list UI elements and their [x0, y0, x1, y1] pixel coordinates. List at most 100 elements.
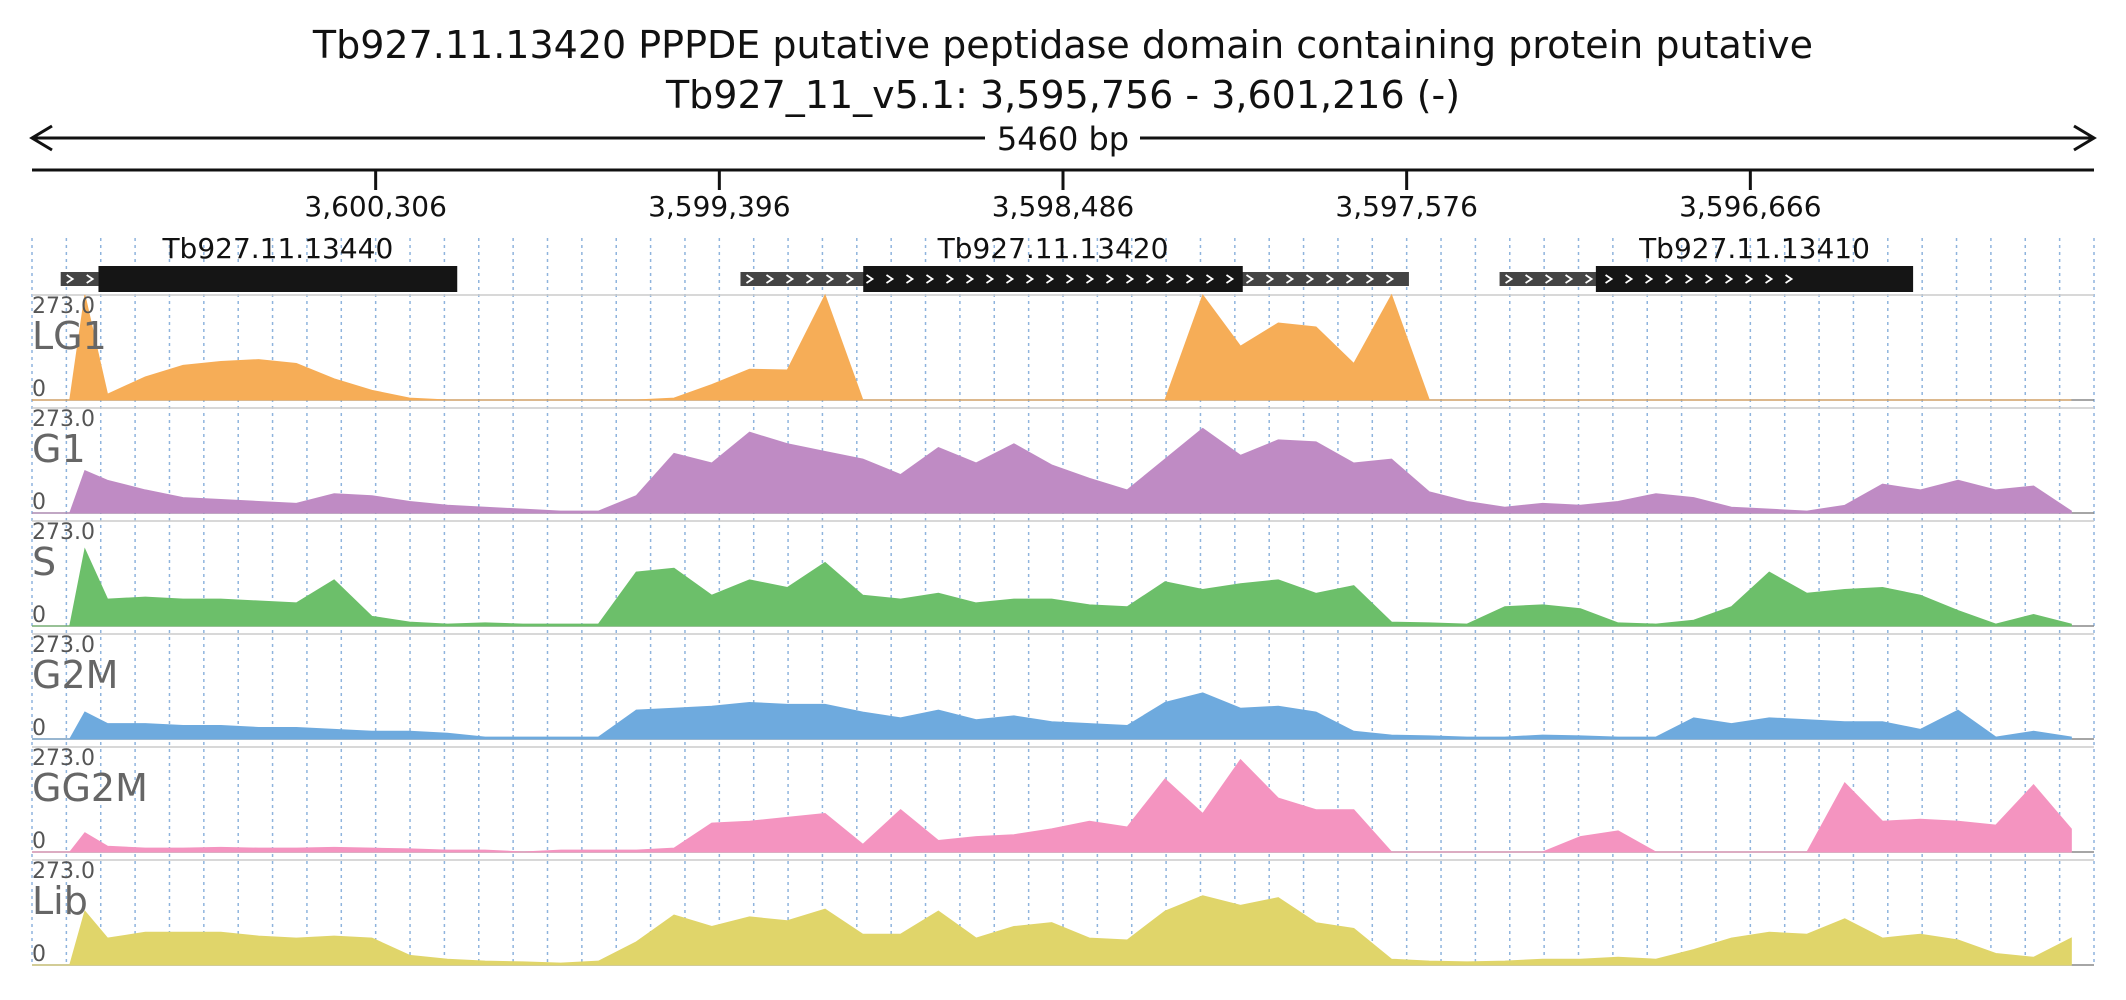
coverage-area-gg2m: [32, 758, 2072, 853]
coverage-area-g2m: [32, 692, 2072, 740]
gene-cds: [98, 266, 458, 292]
axis-tick-label: 3,598,486: [992, 190, 1135, 223]
coverage-tracks: 273.0LG10273.0G10273.0S0273.0G2M0273.0GG…: [32, 293, 2094, 967]
strand-chevron-icon: [945, 274, 955, 284]
coverage-area-lib: [32, 895, 2072, 966]
track-ymin-label: 0: [32, 603, 46, 628]
strand-chevron-icon: [1005, 274, 1015, 284]
strand-chevron-icon: [1665, 274, 1674, 284]
locus-location: Tb927_11_v5.1: 3,595,756 - 3,601,216 (-): [665, 73, 1460, 117]
strand-chevron-icon: [1385, 274, 1395, 284]
strand-chevron-icon: [66, 274, 75, 284]
strand-chevron-icon: [1125, 274, 1135, 284]
track-ymin-label: 0: [32, 377, 46, 402]
strand-chevron-icon: [825, 274, 835, 284]
strand-chevron-icon: [845, 274, 855, 284]
gene-label: Tb927.11.13410: [1638, 232, 1870, 265]
gene-label: Tb927.11.13420: [937, 232, 1169, 265]
span-ruler: 5460 bp: [29, 120, 2097, 158]
strand-chevron-icon: [965, 274, 975, 284]
strand-chevron-icon: [1545, 274, 1554, 284]
strand-chevron-icon: [905, 274, 915, 284]
strand-chevron-icon: [1685, 274, 1694, 284]
strand-chevron-icon: [1105, 274, 1115, 284]
track-g1: 273.0G1 0: [32, 407, 2094, 515]
strand-chevron-icon: [1625, 274, 1634, 284]
strand-chevron-icon: [1605, 274, 1614, 284]
strand-chevron-icon: [1245, 274, 1255, 284]
strand-chevron-icon: [1145, 274, 1155, 284]
track-ymin-label: 0: [32, 716, 46, 741]
track-name-label: LG1: [32, 314, 107, 358]
strand-chevron-icon: [1365, 274, 1375, 284]
track-ymin-label: 0: [32, 829, 46, 854]
arrow-right-icon: [2073, 124, 2097, 152]
strand-chevron-icon: [745, 274, 755, 284]
coverage-area-lg1: [32, 293, 2072, 401]
axis-tick-label: 3,599,396: [648, 190, 791, 223]
track-name-label: G1: [32, 427, 86, 471]
strand-chevron-icon: [1705, 274, 1714, 284]
strand-chevron-icon: [1725, 274, 1734, 284]
track-ymax-label: 273.0: [32, 294, 95, 319]
axis-ticks: 3,600,306 3,599,396 3,598,486 3,597,576 3,59…: [304, 170, 1822, 223]
strand-chevron-icon: [1645, 274, 1654, 284]
track-ymax-label: 273.0: [32, 633, 95, 658]
track-ymax-label: 273.0: [32, 520, 95, 545]
strand-chevron-icon: [1045, 274, 1055, 284]
strand-chevron-icon: [765, 274, 775, 284]
strand-chevron-icon: [1525, 274, 1534, 284]
strand-chevron-icon: [1065, 274, 1075, 284]
strand-chevron-icon: [1085, 274, 1095, 284]
strand-chevron-icon: [1565, 274, 1574, 284]
gene-model: Tb927.11.13410: [1499, 232, 1914, 292]
track-ymin-label: 0: [32, 490, 46, 515]
arrow-left-icon: [29, 124, 53, 152]
track-ymax-label: 273.0: [32, 407, 95, 432]
strand-chevron-icon: [1165, 274, 1175, 284]
strand-chevron-icon: [1585, 274, 1594, 284]
coverage-area-g1: [32, 427, 2072, 514]
strand-chevron-icon: [1505, 274, 1514, 284]
strand-chevron-icon: [1185, 274, 1195, 284]
strand-chevron-icon: [1265, 274, 1275, 284]
axis-tick-label: 3,600,306: [304, 190, 447, 223]
axis-tick-label: 3,597,576: [1335, 190, 1478, 223]
strand-chevron-icon: [885, 274, 895, 284]
gene-model: Tb927.11.13420: [740, 232, 1409, 292]
track-ymin-label: 0: [32, 942, 46, 967]
track-ymax-label: 273.0: [32, 746, 95, 771]
strand-chevron-icon: [1745, 274, 1754, 284]
gene-title: Tb927.11.13420 PPPDE putative peptidase …: [312, 23, 1813, 67]
track-name-label: G2M: [32, 653, 118, 697]
gene-cds: [1595, 266, 1914, 292]
strand-chevron-icon: [1765, 274, 1774, 284]
strand-chevron-icon: [1785, 274, 1794, 284]
strand-chevron-icon: [86, 274, 95, 284]
strand-chevron-icon: [925, 274, 935, 284]
gene-model: Tb927.11.13440: [60, 232, 458, 292]
strand-chevron-icon: [805, 274, 815, 284]
gene-label: Tb927.11.13440: [161, 232, 393, 265]
track-name-label: Lib: [32, 879, 88, 923]
axis-tick-label: 3,596,666: [1679, 190, 1822, 223]
strand-chevron-icon: [985, 274, 995, 284]
strand-chevron-icon: [1325, 274, 1335, 284]
coverage-area-s: [32, 547, 2072, 627]
gene-models: Tb927.11.13440 Tb927.11.13420 Tb927.11.134…: [60, 232, 1914, 292]
track-ymax-label: 273.0: [32, 859, 95, 884]
track-name-label: GG2M: [32, 766, 148, 810]
strand-chevron-icon: [785, 274, 795, 284]
strand-chevron-icon: [865, 274, 875, 284]
strand-chevron-icon: [1025, 274, 1035, 284]
track-s: 273.0S 0: [32, 520, 2094, 628]
strand-chevron-icon: [1285, 274, 1295, 284]
strand-chevron-icon: [1305, 274, 1315, 284]
strand-chevron-icon: [1205, 274, 1215, 284]
span-label: 5460 bp: [997, 120, 1129, 158]
